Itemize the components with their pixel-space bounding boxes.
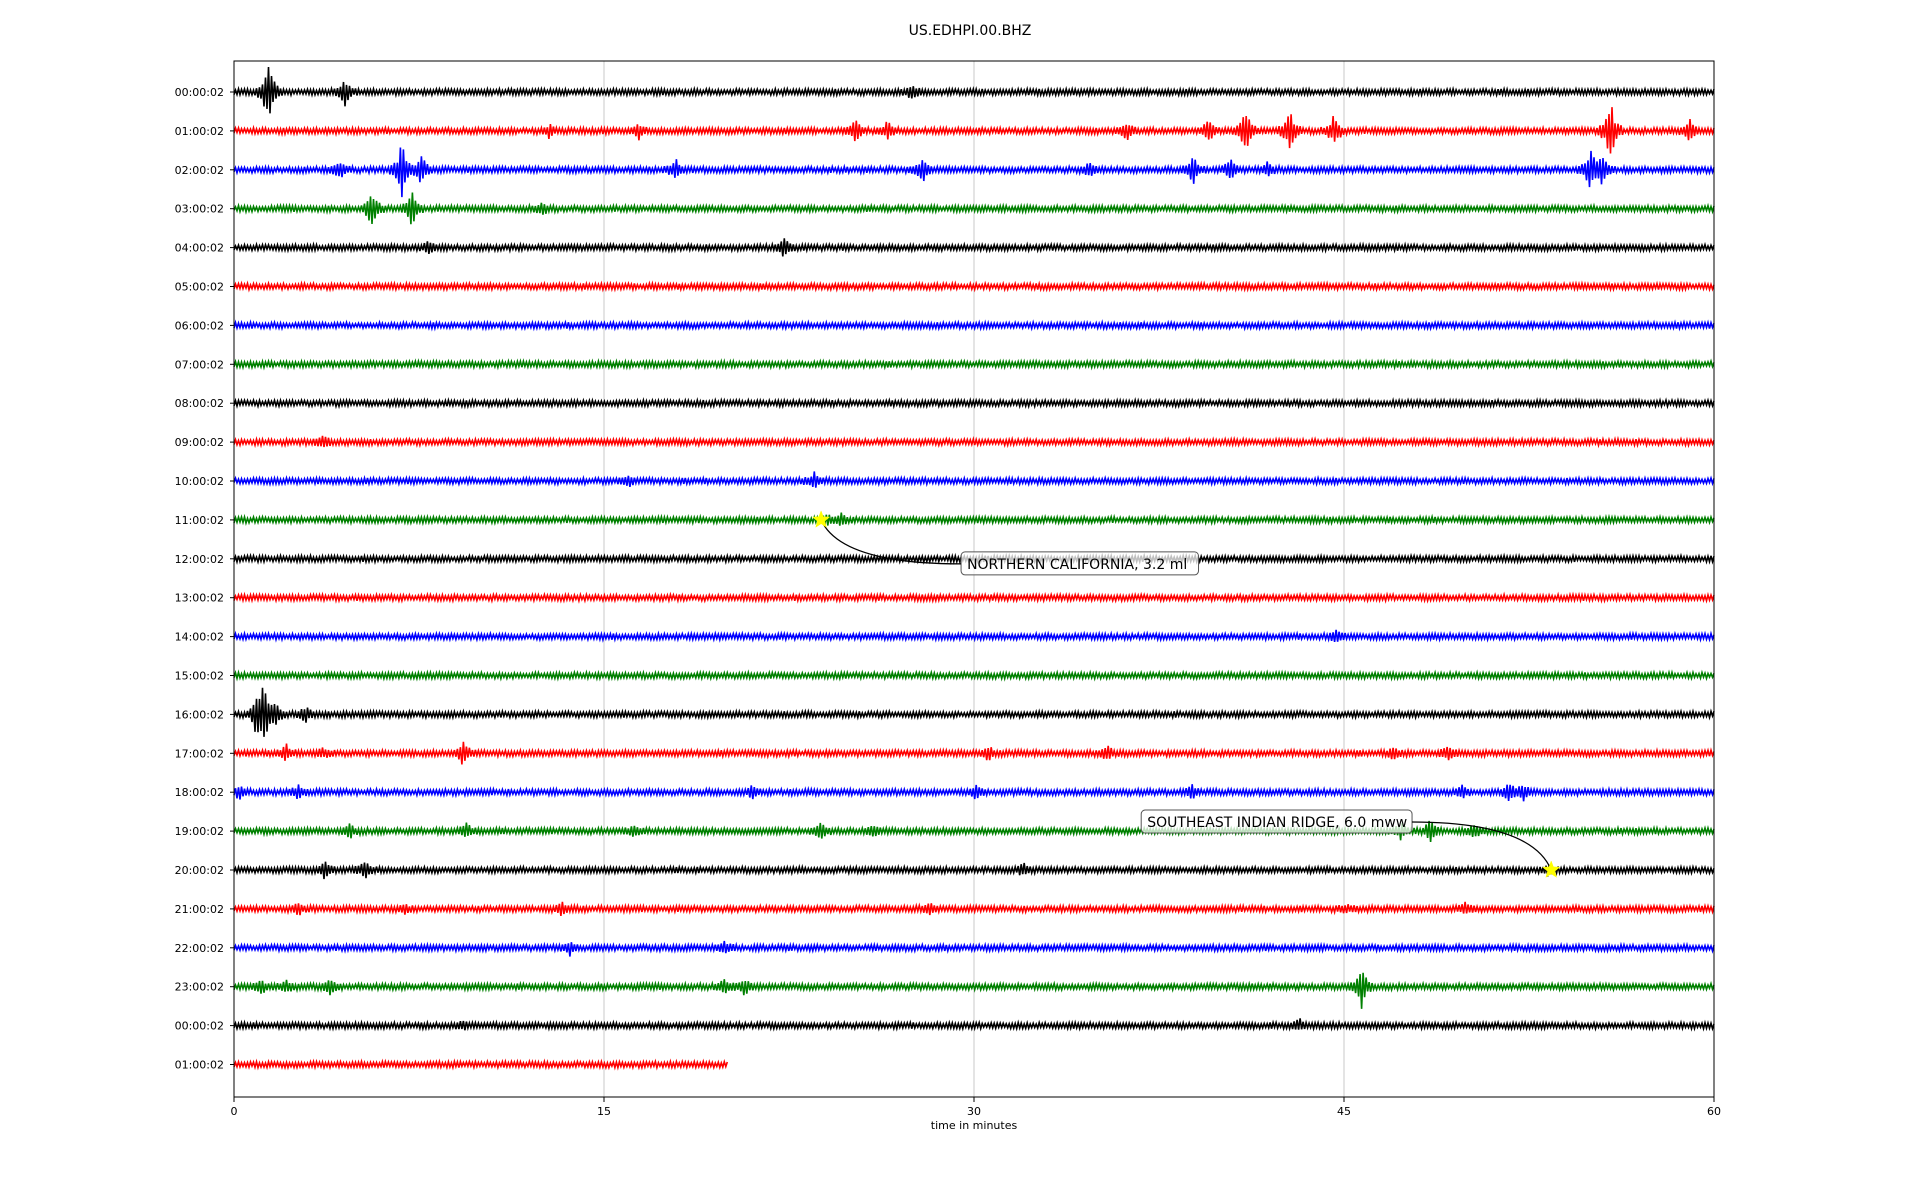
seismic-trace <box>233 940 1715 957</box>
seismic-trace <box>233 192 1715 225</box>
seismic-trace <box>233 147 1715 198</box>
seismic-trace <box>233 238 1715 257</box>
y-tick-label: 09:00:02 <box>175 436 224 449</box>
y-tick-label: 03:00:02 <box>175 203 224 216</box>
seismic-trace <box>233 512 1715 527</box>
y-tick-label: 12:00:02 <box>175 553 224 566</box>
x-tick-label: 45 <box>1337 1105 1351 1118</box>
event-annotation-box <box>1140 809 1413 834</box>
x-tick-label: 30 <box>967 1105 981 1118</box>
event-star-marker <box>811 510 831 528</box>
seismic-trace <box>233 861 1715 880</box>
y-tick-label: 06:00:02 <box>175 319 224 332</box>
y-tick-label: 23:00:02 <box>175 981 224 994</box>
x-axis-label: time in minutes <box>931 1119 1018 1132</box>
seismic-trace <box>233 591 1715 604</box>
seismic-trace <box>233 107 1715 154</box>
y-tick-label: 21:00:02 <box>175 903 224 916</box>
seismic-trace <box>233 319 1715 332</box>
seismic-trace <box>233 820 1715 842</box>
x-tick-label: 0 <box>231 1105 238 1118</box>
y-tick-label: 08:00:02 <box>175 397 224 410</box>
seismic-trace <box>233 784 1715 802</box>
seismic-trace <box>233 471 1715 488</box>
y-tick-label: 04:00:02 <box>175 242 224 255</box>
y-tick-label: 17:00:02 <box>175 747 224 760</box>
y-tick-label: 15:00:02 <box>175 670 224 683</box>
y-tick-label: 14:00:02 <box>175 631 224 644</box>
event-annotation-connector <box>1412 821 1552 871</box>
y-tick-label: 19:00:02 <box>175 825 224 838</box>
y-tick-label: 18:00:02 <box>175 786 224 799</box>
event-annotation: SOUTHEAST INDIAN RIDGE, 6.0 mww <box>1140 809 1561 878</box>
y-tick-label: 02:00:02 <box>175 164 224 177</box>
seismic-trace <box>233 358 1715 371</box>
seismic-trace <box>233 435 1715 449</box>
seismic-trace <box>233 629 1715 643</box>
seismic-trace <box>233 280 1715 293</box>
event-annotation: NORTHERN CALIFORNIA, 3.2 ml <box>811 510 1200 576</box>
event-annotation-label: NORTHERN CALIFORNIA, 3.2 ml <box>967 557 1187 573</box>
seismic-trace <box>233 687 1715 737</box>
y-tick-label: 11:00:02 <box>175 514 224 527</box>
seismic-trace <box>233 972 1715 1009</box>
event-annotation-connector <box>820 519 962 565</box>
x-tick-label: 60 <box>1707 1105 1721 1118</box>
seismic-trace <box>233 901 1715 916</box>
y-tick-label: 16:00:02 <box>175 708 224 721</box>
y-tick-label: 07:00:02 <box>175 358 224 371</box>
y-tick-label: 00:00:02 <box>175 86 224 99</box>
seismic-trace <box>233 741 1715 765</box>
event-annotation-label: SOUTHEAST INDIAN RIDGE, 6.0 mww <box>1147 815 1407 831</box>
event-star-marker <box>1541 860 1561 878</box>
seismic-trace <box>233 669 1715 682</box>
y-tick-label: 01:00:02 <box>175 1059 224 1072</box>
y-tick-label: 13:00:02 <box>175 592 224 605</box>
seismic-trace <box>233 66 1715 114</box>
chart-title: US.EDHPI.00.BHZ <box>909 23 1032 39</box>
seismic-trace <box>233 1018 1715 1032</box>
y-tick-label: 01:00:02 <box>175 125 224 138</box>
seismic-trace <box>233 396 1715 410</box>
y-tick-label: 22:00:02 <box>175 942 224 955</box>
x-tick-label: 15 <box>597 1105 611 1118</box>
y-tick-label: 10:00:02 <box>175 475 224 488</box>
seismic-trace <box>233 1058 729 1071</box>
y-tick-label: 05:00:02 <box>175 281 224 294</box>
y-tick-label: 20:00:02 <box>175 864 224 877</box>
y-tick-label: 00:00:02 <box>175 1020 224 1033</box>
